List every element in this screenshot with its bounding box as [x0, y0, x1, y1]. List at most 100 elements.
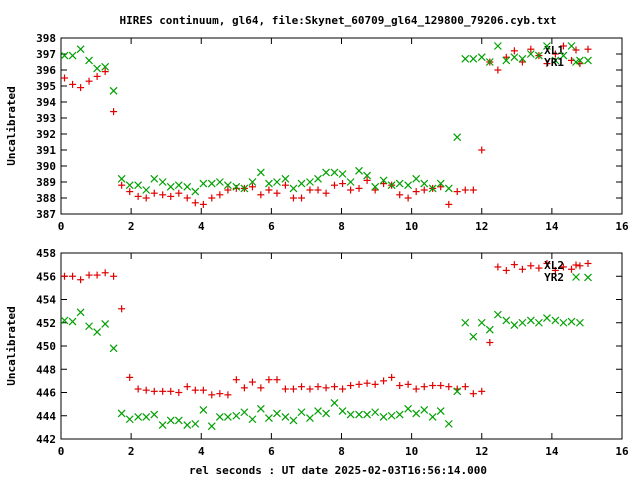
data-point	[314, 186, 322, 194]
data-point	[478, 146, 486, 154]
data-point	[208, 194, 216, 202]
data-point	[387, 411, 396, 420]
data-point	[429, 382, 437, 390]
data-point	[518, 58, 526, 66]
data-point	[109, 86, 118, 95]
data-point	[322, 409, 330, 418]
data-point	[420, 383, 428, 391]
data-point	[494, 66, 502, 74]
data-point	[85, 77, 93, 85]
data-point	[567, 42, 576, 50]
data-point	[428, 412, 437, 421]
x-tick-label: 14	[545, 445, 559, 458]
data-point	[158, 421, 167, 429]
data-point	[322, 168, 330, 177]
data-point	[232, 182, 241, 191]
y-tick-label: 456	[36, 270, 56, 283]
data-point	[208, 391, 216, 399]
data-point	[298, 194, 306, 202]
data-point	[347, 382, 355, 390]
data-point	[478, 387, 486, 395]
data-point	[77, 276, 85, 284]
y-tick-label: 395	[36, 80, 56, 93]
x-tick-label: 10	[405, 445, 418, 458]
data-point	[68, 317, 77, 326]
data-point	[346, 178, 355, 186]
data-point	[527, 45, 535, 53]
data-point	[559, 51, 568, 60]
data-point	[142, 412, 151, 421]
x-tick-label: 6	[268, 445, 275, 458]
data-point	[380, 377, 388, 385]
y-tick-label: 450	[36, 340, 56, 353]
data-point	[461, 186, 469, 194]
data-point	[543, 314, 551, 323]
data-point	[412, 385, 420, 393]
data-point	[207, 179, 216, 188]
data-point	[76, 308, 85, 317]
data-point	[101, 319, 110, 328]
data-point	[175, 389, 183, 396]
data-point	[543, 259, 551, 267]
data-point	[428, 184, 437, 193]
y-tick-label: 397	[36, 48, 56, 61]
x-axis-label: rel seconds : UT date 2025-02-03T16:56:1…	[189, 464, 487, 477]
data-point	[232, 376, 240, 384]
data-point	[437, 382, 445, 390]
data-point	[118, 181, 126, 189]
data-point	[183, 421, 192, 429]
data-point	[444, 184, 453, 193]
data-point	[273, 189, 281, 197]
data-point	[199, 179, 208, 188]
data-point	[485, 58, 494, 66]
data-point	[493, 42, 502, 50]
data-point	[199, 386, 207, 394]
data-point	[61, 272, 69, 280]
legend-label: YR2	[544, 271, 564, 284]
data-point	[576, 318, 584, 327]
data-point	[273, 376, 281, 384]
data-point	[339, 180, 347, 188]
x-tick-label: 0	[58, 220, 65, 233]
data-point	[338, 407, 347, 416]
data-point	[224, 391, 232, 399]
data-point	[330, 383, 338, 391]
data-point	[101, 269, 109, 277]
data-point	[256, 404, 265, 413]
data-point	[355, 410, 363, 419]
data-point	[322, 189, 330, 197]
data-point	[355, 166, 363, 175]
data-point	[576, 56, 584, 65]
data-point	[453, 387, 462, 396]
data-point	[306, 414, 314, 422]
data-point	[477, 318, 486, 327]
data-point	[248, 415, 257, 424]
data-point	[314, 407, 322, 416]
data-point	[183, 182, 192, 191]
legend-label: YR1	[544, 56, 564, 69]
data-point	[142, 386, 150, 394]
data-point	[306, 178, 314, 186]
y-tick-label: 390	[36, 160, 56, 173]
data-point	[404, 194, 412, 202]
y-tick-label: 398	[36, 32, 56, 45]
data-point	[142, 186, 151, 194]
data-point	[289, 416, 298, 425]
data-point	[502, 53, 510, 61]
data-point	[494, 263, 502, 271]
data-point	[126, 373, 134, 381]
data-point	[85, 56, 93, 65]
data-point	[526, 316, 535, 325]
data-point	[543, 42, 551, 50]
data-point	[101, 68, 109, 76]
y-tick-label: 394	[36, 96, 56, 109]
data-point	[77, 84, 85, 92]
data-point	[461, 383, 469, 391]
data-point	[404, 181, 413, 190]
data-point	[61, 74, 69, 82]
x-tick-label: 14	[545, 220, 559, 233]
data-point	[396, 382, 404, 390]
y-tick-label: 393	[36, 112, 56, 125]
data-point	[518, 318, 527, 327]
data-point	[380, 180, 388, 188]
